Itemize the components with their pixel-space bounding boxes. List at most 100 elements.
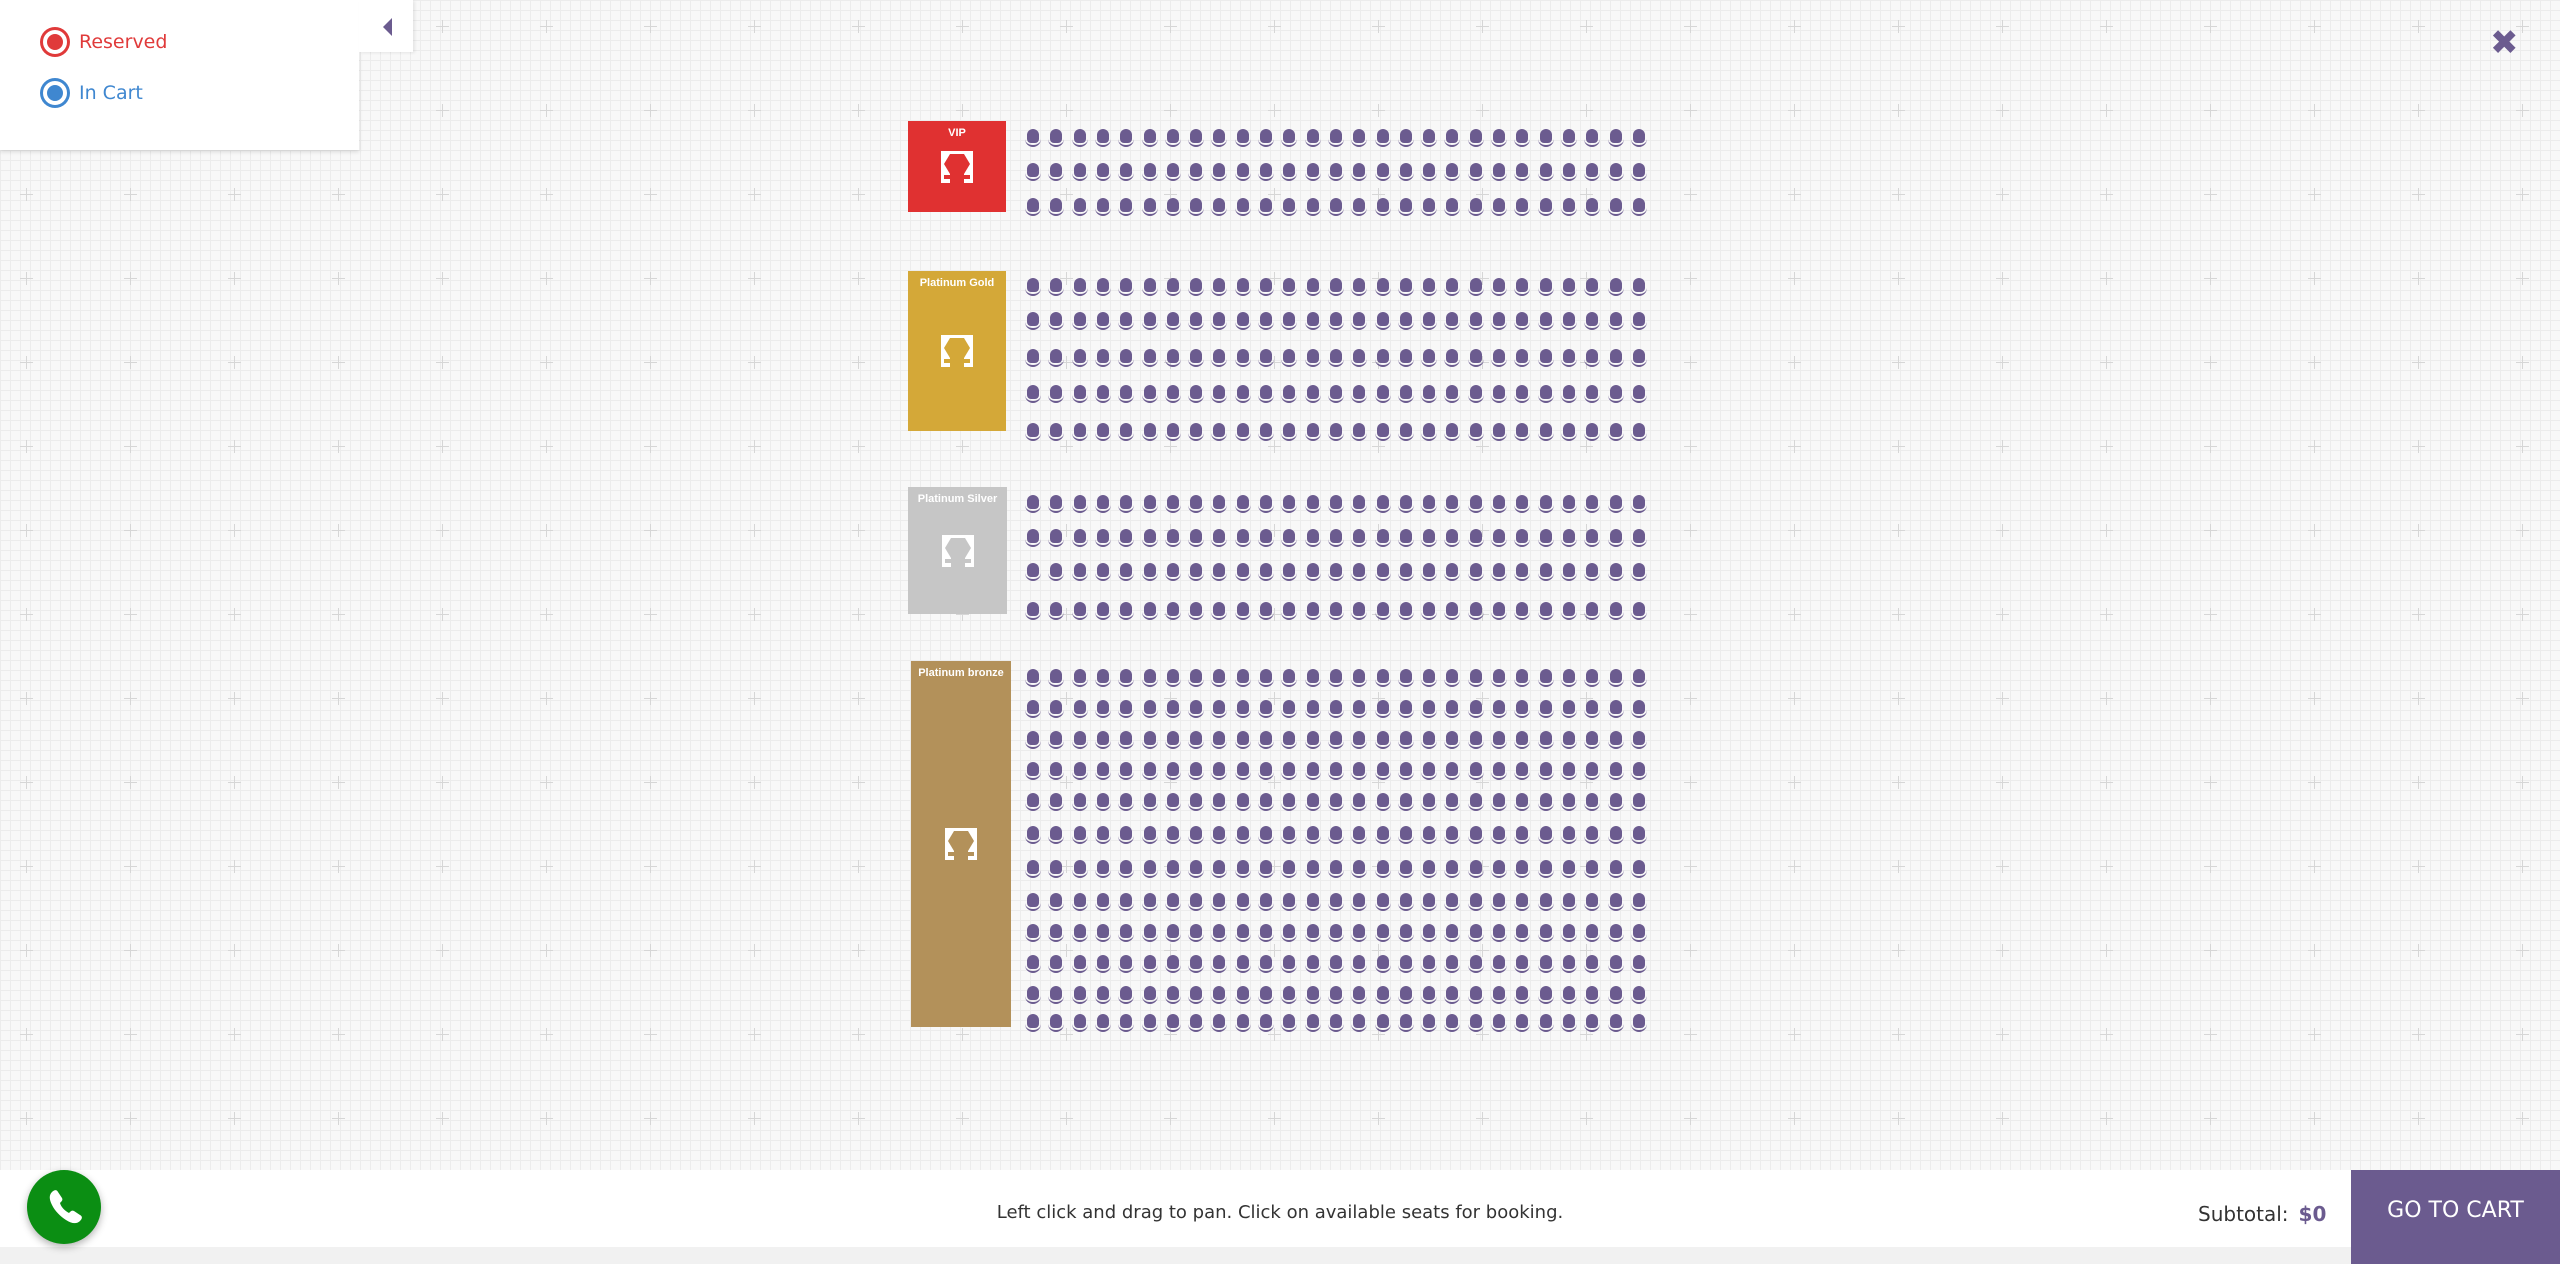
seat[interactable] [1560, 826, 1577, 846]
seat[interactable] [1351, 669, 1368, 689]
seat[interactable] [1188, 563, 1205, 583]
seat[interactable] [1630, 924, 1647, 944]
seat[interactable] [1607, 495, 1624, 515]
seat[interactable] [1048, 893, 1065, 913]
seat[interactable] [1444, 1014, 1461, 1034]
seat[interactable] [1374, 762, 1391, 782]
seat[interactable] [1374, 163, 1391, 183]
seat[interactable] [1537, 129, 1554, 149]
seat[interactable] [1630, 278, 1647, 298]
seat[interactable] [1607, 278, 1624, 298]
seat[interactable] [1444, 893, 1461, 913]
seat[interactable] [1421, 669, 1438, 689]
seat[interactable] [1421, 1014, 1438, 1034]
seat[interactable] [1258, 385, 1274, 405]
seat[interactable] [1351, 529, 1368, 549]
seat[interactable] [1327, 278, 1344, 298]
seat[interactable] [1025, 955, 1041, 975]
seat[interactable] [1304, 955, 1321, 975]
seat[interactable] [1560, 669, 1577, 689]
seat[interactable] [1327, 860, 1344, 880]
seat[interactable] [1304, 349, 1321, 369]
seat[interactable] [1025, 602, 1041, 622]
seat[interactable] [1630, 129, 1647, 149]
seat[interactable] [1118, 129, 1135, 149]
seat[interactable] [1397, 385, 1414, 405]
seat[interactable] [1560, 312, 1577, 332]
seat[interactable] [1491, 278, 1507, 298]
seat[interactable] [1281, 495, 1298, 515]
seat[interactable] [1281, 793, 1298, 813]
seat[interactable] [1141, 669, 1158, 689]
seat[interactable] [1630, 955, 1647, 975]
seat[interactable] [1164, 349, 1181, 369]
seat[interactable] [1094, 349, 1111, 369]
seat[interactable] [1560, 893, 1577, 913]
seat[interactable] [1467, 1014, 1484, 1034]
seat[interactable] [1211, 198, 1228, 218]
seat[interactable] [1327, 1014, 1344, 1034]
seat[interactable] [1211, 893, 1228, 913]
seat[interactable] [1444, 423, 1461, 443]
seat[interactable] [1025, 312, 1041, 332]
seat[interactable] [1188, 163, 1205, 183]
seat[interactable] [1514, 986, 1531, 1006]
seat[interactable] [1397, 955, 1414, 975]
seat[interactable] [1397, 278, 1414, 298]
seat[interactable] [1281, 423, 1298, 443]
seat[interactable] [1141, 129, 1158, 149]
seat[interactable] [1094, 312, 1111, 332]
seat[interactable] [1584, 669, 1601, 689]
seat[interactable] [1584, 349, 1601, 369]
seat[interactable] [1560, 924, 1577, 944]
seat[interactable] [1397, 762, 1414, 782]
seat[interactable] [1234, 385, 1251, 405]
seat[interactable] [1188, 312, 1205, 332]
seat[interactable] [1421, 700, 1438, 720]
seat[interactable] [1444, 129, 1461, 149]
seat[interactable] [1071, 669, 1088, 689]
seat[interactable] [1491, 385, 1507, 405]
seat[interactable] [1164, 924, 1181, 944]
seat[interactable] [1094, 669, 1111, 689]
seat[interactable] [1560, 278, 1577, 298]
seat[interactable] [1188, 278, 1205, 298]
seat[interactable] [1607, 793, 1624, 813]
seat[interactable] [1491, 1014, 1507, 1034]
seat[interactable] [1630, 495, 1647, 515]
seat[interactable] [1351, 860, 1368, 880]
seat[interactable] [1421, 793, 1438, 813]
seat[interactable] [1467, 955, 1484, 975]
seat[interactable] [1560, 955, 1577, 975]
seat[interactable] [1094, 163, 1111, 183]
seat[interactable] [1304, 278, 1321, 298]
seat[interactable] [1327, 198, 1344, 218]
seat[interactable] [1351, 385, 1368, 405]
seat[interactable] [1327, 312, 1344, 332]
seat[interactable] [1234, 986, 1251, 1006]
seat[interactable] [1094, 700, 1111, 720]
seat[interactable] [1491, 563, 1507, 583]
seat[interactable] [1141, 529, 1158, 549]
seat[interactable] [1258, 793, 1274, 813]
seat[interactable] [1025, 129, 1041, 149]
seat[interactable] [1630, 986, 1647, 1006]
seat[interactable] [1351, 423, 1368, 443]
seat[interactable] [1514, 563, 1531, 583]
seat[interactable] [1327, 495, 1344, 515]
seat[interactable] [1234, 349, 1251, 369]
seat[interactable] [1537, 602, 1554, 622]
seat[interactable] [1118, 986, 1135, 1006]
seat[interactable] [1164, 129, 1181, 149]
seat[interactable] [1560, 602, 1577, 622]
seat[interactable] [1491, 731, 1507, 751]
seat[interactable] [1025, 385, 1041, 405]
seat[interactable] [1118, 529, 1135, 549]
seat[interactable] [1094, 731, 1111, 751]
seat[interactable] [1048, 129, 1065, 149]
seat[interactable] [1537, 349, 1554, 369]
seat[interactable] [1025, 278, 1041, 298]
seat[interactable] [1258, 529, 1274, 549]
seat[interactable] [1607, 129, 1624, 149]
seat[interactable] [1607, 955, 1624, 975]
